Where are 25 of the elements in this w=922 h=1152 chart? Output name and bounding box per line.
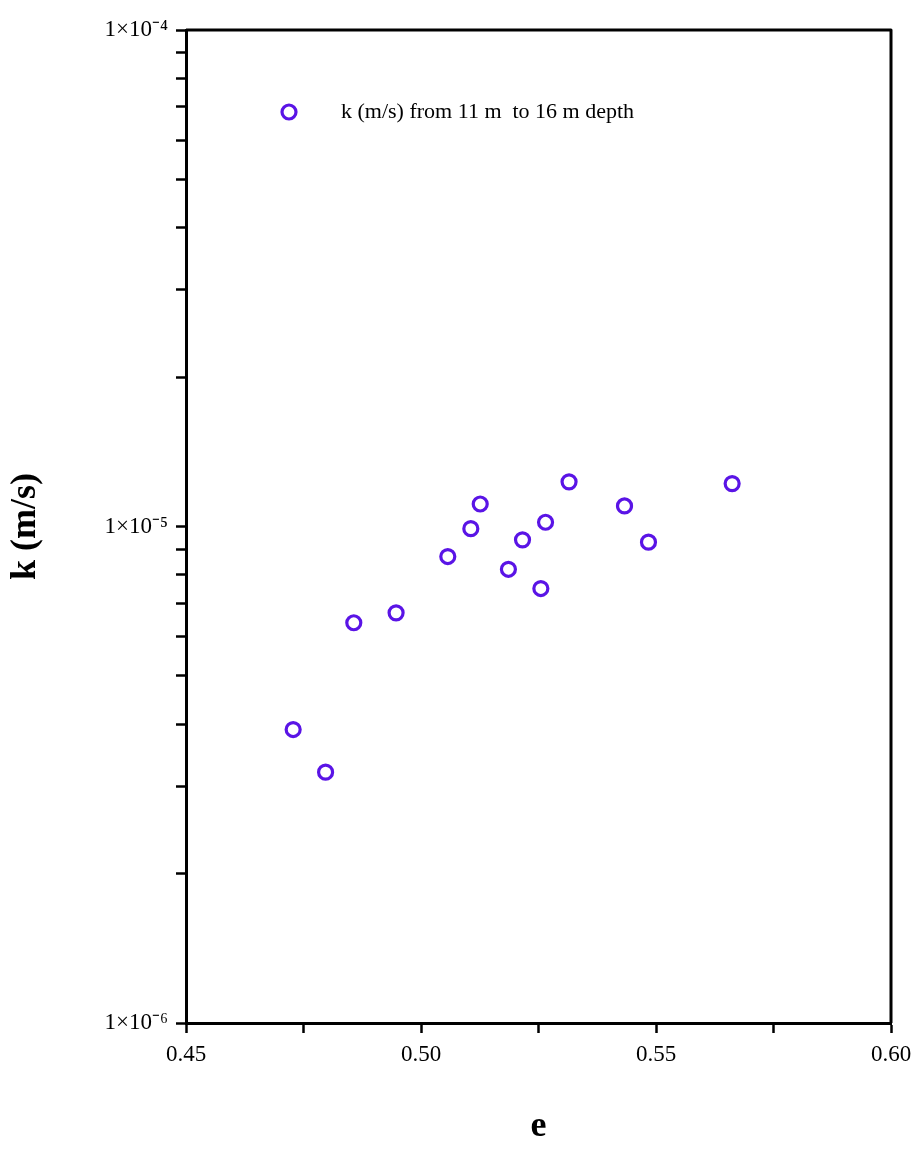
y-tick-label: 1×10⁻⁴ bbox=[104, 16, 168, 42]
y-tick-label: 1×10⁻⁶ bbox=[104, 1009, 168, 1035]
point bbox=[316, 763, 335, 781]
point bbox=[345, 614, 363, 632]
point bbox=[499, 560, 518, 578]
point bbox=[513, 531, 532, 549]
x-tick-label: 0.50 bbox=[400, 1040, 442, 1066]
point bbox=[387, 604, 405, 622]
y-tick-label: 1×10⁻⁵ bbox=[104, 512, 168, 538]
x-tick-label: 0.55 bbox=[635, 1040, 677, 1066]
point bbox=[439, 547, 457, 566]
point bbox=[615, 497, 634, 515]
x-axis-title: e bbox=[530, 1103, 547, 1144]
x-tick-label: 0.60 bbox=[870, 1040, 912, 1066]
point bbox=[639, 533, 658, 551]
point bbox=[536, 513, 555, 531]
y-axis-title: k (m/s) bbox=[2, 473, 43, 580]
x-tick-label: 0.45 bbox=[165, 1040, 207, 1066]
point bbox=[532, 579, 550, 598]
point bbox=[560, 473, 578, 491]
point bbox=[462, 520, 480, 538]
point bbox=[284, 720, 302, 739]
point bbox=[471, 495, 489, 513]
legend-label: k (m/s) from 11 m to 16 m depth bbox=[341, 97, 635, 123]
point bbox=[723, 475, 741, 493]
